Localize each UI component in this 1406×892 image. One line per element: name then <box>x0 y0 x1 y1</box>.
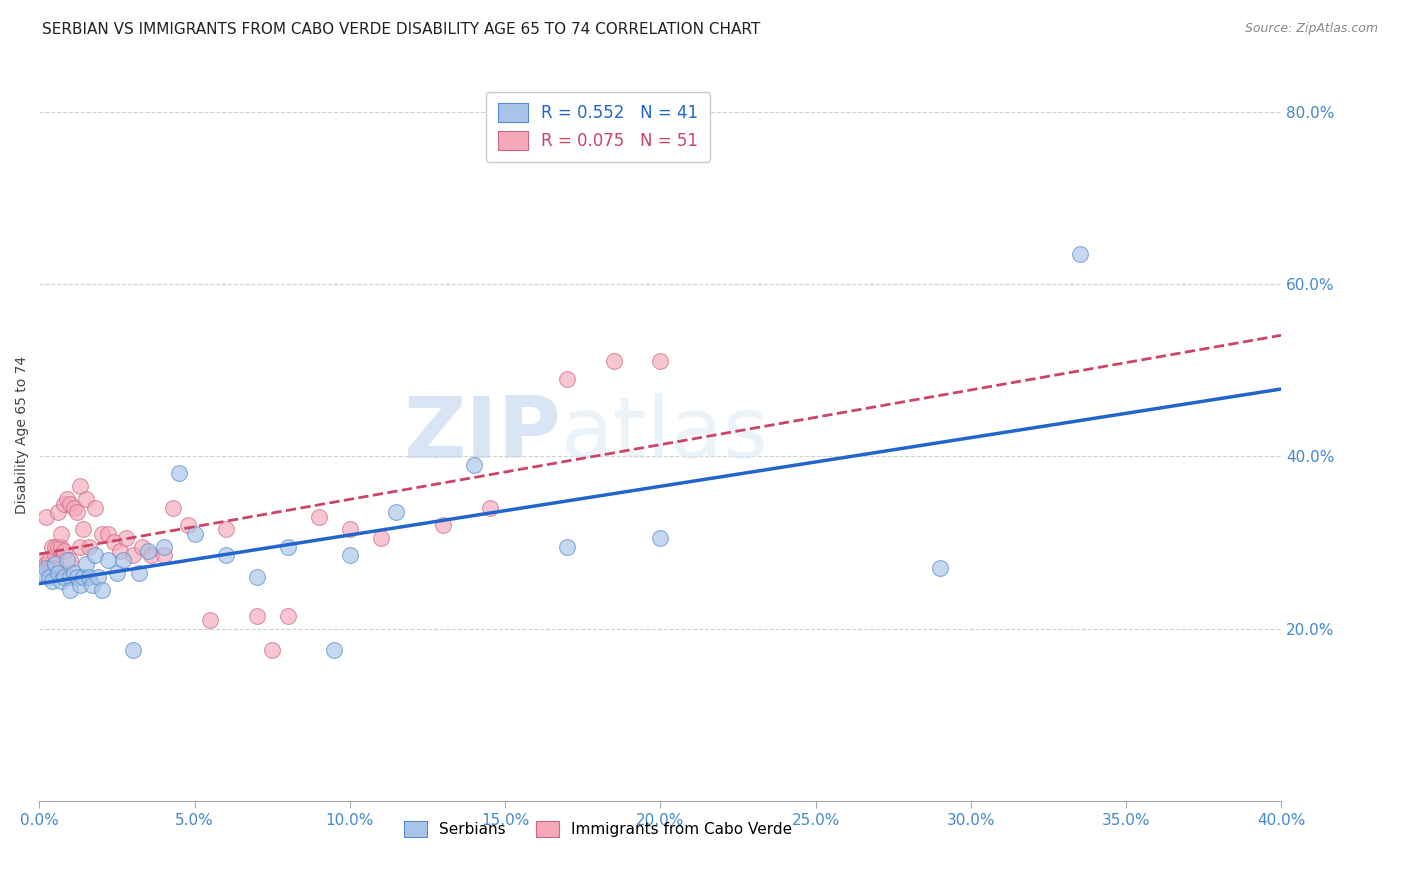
Point <box>72 523 94 537</box>
Point <box>49 574 72 589</box>
Point <box>97 552 120 566</box>
Point <box>90 526 112 541</box>
Point <box>198 613 221 627</box>
Point <box>41 561 63 575</box>
Point <box>75 492 97 507</box>
Point <box>183 526 205 541</box>
Point <box>59 497 82 511</box>
Point <box>41 574 63 589</box>
Text: Source: ZipAtlas.com: Source: ZipAtlas.com <box>1244 22 1378 36</box>
Text: SERBIAN VS IMMIGRANTS FROM CABO VERDE DISABILITY AGE 65 TO 74 CORRELATION CHART: SERBIAN VS IMMIGRANTS FROM CABO VERDE DI… <box>42 22 761 37</box>
Point <box>262 643 284 657</box>
Point <box>66 505 89 519</box>
Point <box>97 526 120 541</box>
Point <box>38 561 60 575</box>
Point <box>339 549 361 563</box>
Point <box>56 492 79 507</box>
Point <box>75 557 97 571</box>
Point <box>650 531 672 545</box>
Point <box>84 549 107 563</box>
Point <box>246 570 269 584</box>
Point <box>1069 246 1091 260</box>
Point <box>46 505 69 519</box>
Point <box>928 561 950 575</box>
Point <box>103 535 125 549</box>
Point <box>115 531 138 545</box>
Point <box>82 578 104 592</box>
Point <box>34 557 56 571</box>
Point <box>128 566 150 580</box>
Point <box>34 561 56 575</box>
Point <box>432 518 454 533</box>
Point <box>339 523 361 537</box>
Point <box>59 570 82 584</box>
Point <box>167 467 190 481</box>
Point <box>53 497 76 511</box>
Point <box>72 570 94 584</box>
Point <box>31 566 53 580</box>
Point <box>90 582 112 597</box>
Point <box>131 540 153 554</box>
Point <box>177 518 200 533</box>
Point <box>84 500 107 515</box>
Point <box>38 552 60 566</box>
Text: atlas: atlas <box>561 393 769 476</box>
Point <box>69 479 91 493</box>
Point <box>246 608 269 623</box>
Point <box>49 526 72 541</box>
Point <box>555 540 578 554</box>
Point <box>59 582 82 597</box>
Point <box>370 531 392 545</box>
Point <box>44 540 66 554</box>
Point <box>69 578 91 592</box>
Point <box>603 354 626 368</box>
Point <box>31 552 53 566</box>
Point <box>69 540 91 554</box>
Text: ZIP: ZIP <box>404 393 561 476</box>
Point <box>215 523 238 537</box>
Point <box>308 509 330 524</box>
Point <box>136 544 159 558</box>
Point <box>121 643 143 657</box>
Point <box>152 549 174 563</box>
Point <box>121 549 143 563</box>
Point <box>105 566 128 580</box>
Point <box>53 570 76 584</box>
Point <box>41 540 63 554</box>
Point <box>46 566 69 580</box>
Point <box>38 570 60 584</box>
Point <box>44 561 66 575</box>
Point <box>555 372 578 386</box>
Point <box>77 570 100 584</box>
Point <box>463 458 485 472</box>
Point <box>478 500 501 515</box>
Point <box>323 643 346 657</box>
Point <box>46 540 69 554</box>
Point <box>77 540 100 554</box>
Point <box>62 566 84 580</box>
Point <box>44 557 66 571</box>
Point <box>56 552 79 566</box>
Point <box>385 505 408 519</box>
Point <box>277 608 299 623</box>
Point <box>66 570 89 584</box>
Legend: Serbians, Immigrants from Cabo Verde: Serbians, Immigrants from Cabo Verde <box>396 814 800 845</box>
Point <box>44 549 66 563</box>
Point <box>49 540 72 554</box>
Point <box>34 509 56 524</box>
Point <box>108 544 131 558</box>
Point <box>112 552 135 566</box>
Point <box>215 549 238 563</box>
Point <box>62 500 84 515</box>
Point <box>650 354 672 368</box>
Point <box>59 552 82 566</box>
Point <box>152 540 174 554</box>
Y-axis label: Disability Age 65 to 74: Disability Age 65 to 74 <box>15 356 30 514</box>
Point <box>162 500 184 515</box>
Point <box>87 570 110 584</box>
Point <box>277 540 299 554</box>
Point <box>53 544 76 558</box>
Point <box>141 549 163 563</box>
